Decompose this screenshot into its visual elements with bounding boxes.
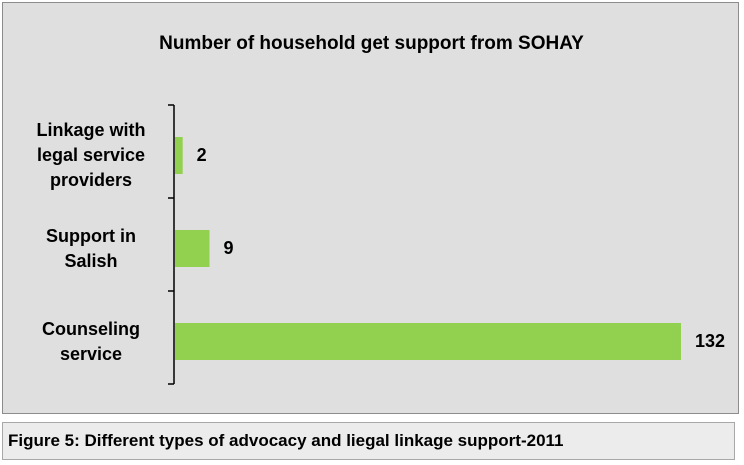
- chart-title: Number of household get support from SOH…: [159, 33, 584, 54]
- bar: [175, 137, 183, 174]
- category-label: Linkage with legal service providers: [36, 120, 146, 190]
- bar: [175, 230, 210, 267]
- figure-caption-box: Figure 5: Different types of advocacy an…: [2, 422, 735, 460]
- chart-area: Number of household get support from SOH…: [2, 2, 739, 414]
- chart-plot: [168, 104, 681, 385]
- data-label: 9: [223, 237, 234, 258]
- category-label: Support in Salish: [46, 225, 136, 271]
- data-label: 2: [196, 144, 207, 165]
- data-label: 132: [695, 330, 726, 351]
- figure-caption: Figure 5: Different types of advocacy an…: [8, 431, 564, 450]
- category-label: Counseling service: [42, 318, 140, 364]
- bar: [175, 323, 681, 360]
